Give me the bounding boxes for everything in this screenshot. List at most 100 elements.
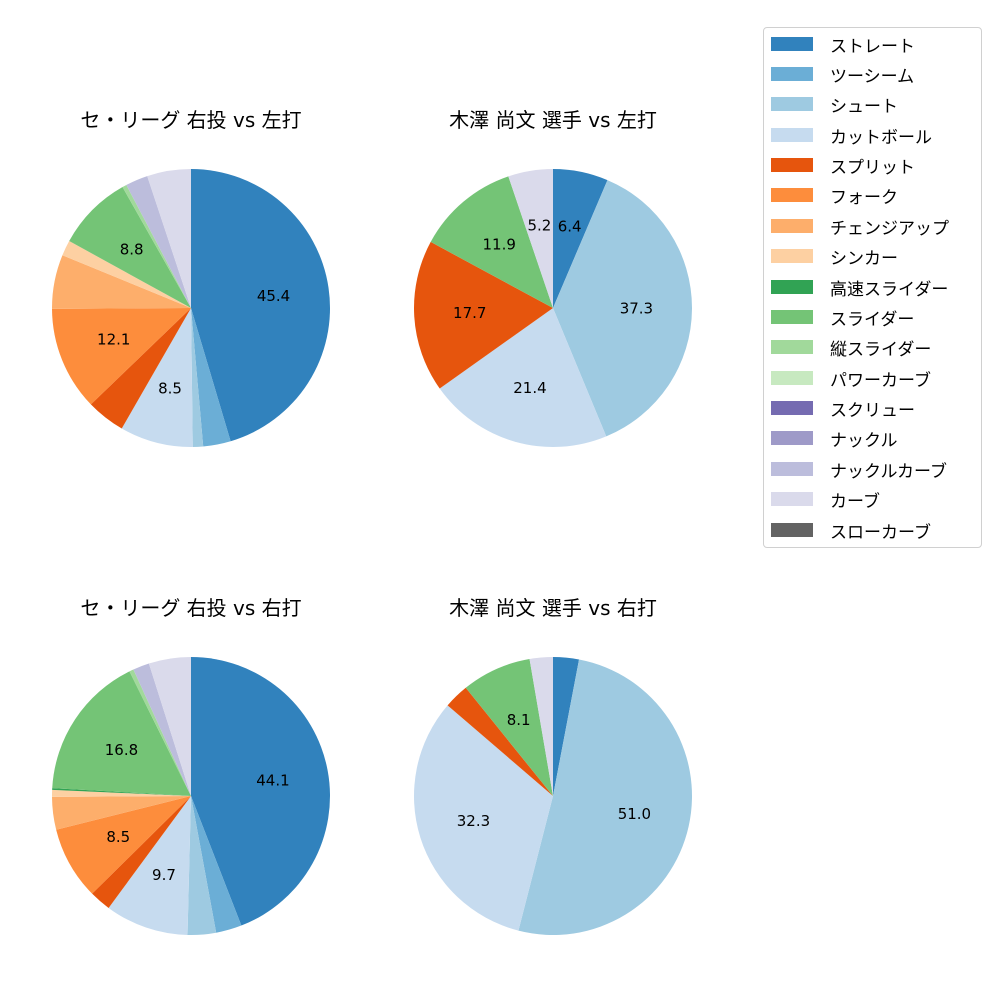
pie-slice <box>129 669 191 796</box>
pie-slice <box>191 308 231 447</box>
legend-label: カーブ <box>830 491 880 512</box>
legend-item: ナックルカーブ <box>771 459 947 482</box>
pie-slice <box>108 796 191 935</box>
pie-slice <box>508 169 553 308</box>
legend-label: シュート <box>830 96 898 117</box>
pie-slice <box>92 796 191 908</box>
legend-label: ナックル <box>830 430 898 451</box>
legend: ストレート ツーシーム シュート カットボール スプリット フォーク チェンジア… <box>763 27 982 548</box>
legend-swatch <box>771 128 813 142</box>
pie-slice-label: 17.7 <box>453 304 486 322</box>
legend-item: パワーカーブ <box>771 368 931 391</box>
pie-slice <box>62 241 191 308</box>
pie-slice <box>147 169 191 308</box>
chart-title-top-right: 木澤 尚文 選手 vs 左打 <box>449 108 657 132</box>
legend-swatch <box>771 310 813 324</box>
pie-slice <box>465 658 553 796</box>
pie-slice-label: 8.8 <box>120 240 144 258</box>
legend-label: 高速スライダー <box>830 279 949 300</box>
legend-label: スライダー <box>830 309 915 330</box>
pie-slice <box>191 796 242 933</box>
pie-slice <box>553 169 608 308</box>
pie-top-right: 6.4 37.3 21.4 17.7 11.9 5.2 <box>414 169 692 447</box>
legend-swatch <box>771 523 813 537</box>
pie-slice-label: 37.3 <box>620 299 653 317</box>
legend-item: スプリット <box>771 155 915 178</box>
legend-label: スローカーブ <box>830 522 931 543</box>
legend-item: カットボール <box>771 125 932 148</box>
pie-slice <box>56 796 191 894</box>
legend-label: スプリット <box>830 157 915 178</box>
pie-slice <box>51 789 191 797</box>
legend-label: パワーカーブ <box>830 370 931 391</box>
legend-item: カーブ <box>771 489 880 512</box>
legend-swatch <box>771 67 813 81</box>
legend-item: 高速スライダー <box>771 277 949 300</box>
legend-swatch <box>771 371 813 385</box>
pie-slice <box>51 255 191 309</box>
legend-label: シンカー <box>830 248 898 269</box>
pie-slice-label: 44.1 <box>256 772 289 790</box>
legend-item: スライダー <box>771 307 915 330</box>
pie-slice <box>553 180 692 437</box>
pie-slice <box>191 657 330 926</box>
pie-slice <box>52 788 191 796</box>
legend-label: チェンジアップ <box>830 218 949 239</box>
legend-swatch <box>771 431 813 445</box>
pie-bottom-right: 51.0 32.3 8.1 <box>414 657 693 936</box>
legend-item: スローカーブ <box>771 520 931 543</box>
pie-slice-label: 12.1 <box>97 330 130 348</box>
pie-slice <box>187 796 217 935</box>
legend-label: スクリュー <box>830 400 915 421</box>
legend-swatch <box>771 219 813 233</box>
pie-slice-label: 21.4 <box>513 379 546 397</box>
legend-swatch <box>771 462 813 476</box>
legend-label: ツーシーム <box>830 66 915 87</box>
pie-slice <box>414 241 553 389</box>
pie-slice <box>52 308 191 405</box>
legend-item: 縦スライダー <box>771 337 931 360</box>
pie-slice <box>52 671 191 796</box>
pie-slice <box>90 308 191 429</box>
pie-slice <box>126 176 191 308</box>
pie-slice <box>518 659 693 936</box>
legend-item: ストレート <box>771 34 915 57</box>
pie-slice <box>430 176 553 308</box>
chart-title-bottom-left: セ・リーグ 右投 vs 右打 <box>80 596 302 620</box>
legend-swatch <box>771 37 813 51</box>
pie-slice-label: 8.5 <box>158 380 182 398</box>
legend-swatch <box>771 249 813 263</box>
pie-slice-label: 5.2 <box>527 217 551 235</box>
chart-title-top-left: セ・リーグ 右投 vs 左打 <box>80 108 302 132</box>
pie-slice <box>52 796 191 830</box>
pie-slice-label: 32.3 <box>457 812 490 830</box>
legend-label: ストレート <box>830 36 915 57</box>
legend-swatch <box>771 97 813 111</box>
pie-slice <box>439 308 607 447</box>
legend-swatch <box>771 188 813 202</box>
pie-slice <box>133 663 191 796</box>
pie-slice <box>69 187 191 308</box>
legend-swatch <box>771 158 813 172</box>
legend-swatch <box>771 401 813 415</box>
pie-slice-label: 8.5 <box>106 828 130 846</box>
legend-item: スクリュー <box>771 398 915 421</box>
pie-top-left: 45.4 8.5 12.1 8.8 <box>51 168 331 447</box>
legend-item: シンカー <box>771 246 898 269</box>
pie-slice-label: 8.1 <box>507 711 531 729</box>
pie-slice <box>148 657 191 796</box>
pie-slice <box>122 184 191 308</box>
pie-slice <box>529 657 553 796</box>
pie-slice <box>191 168 331 442</box>
pie-slice-label: 16.8 <box>105 741 138 759</box>
legend-item: シュート <box>771 94 898 117</box>
legend-item: フォーク <box>771 185 898 208</box>
pie-slice <box>191 308 204 447</box>
chart-title-bottom-right: 木澤 尚文 選手 vs 右打 <box>449 596 657 620</box>
pie-slice-label: 11.9 <box>482 235 515 253</box>
legend-label: フォーク <box>830 187 898 208</box>
legend-swatch <box>771 492 813 506</box>
pie-slice-label: 9.7 <box>152 866 176 884</box>
pie-slice <box>414 705 553 931</box>
